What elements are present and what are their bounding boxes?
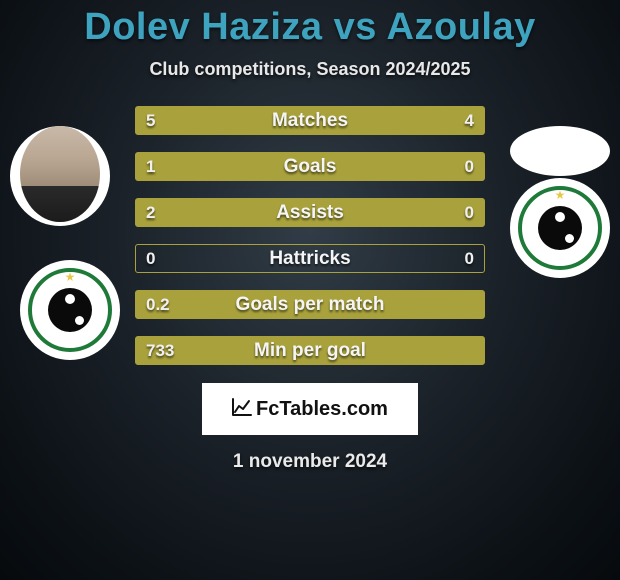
stat-row: 54Matches: [135, 106, 485, 135]
page-title: Dolev Haziza vs Azoulay: [84, 6, 535, 49]
brand-suffix: Tables.com: [279, 398, 388, 420]
stat-value-left: 2: [146, 203, 155, 223]
brand-prefix: Fc: [256, 398, 279, 420]
stat-value-left: 0: [146, 249, 155, 269]
date-label: 1 november 2024: [233, 451, 387, 473]
stat-row: 0 0Hattricks: [135, 244, 485, 273]
stat-label: Hattricks: [136, 248, 484, 270]
stat-row: 733Min per goal: [135, 336, 485, 365]
chart-icon: [232, 398, 252, 421]
stat-value-right: 0: [465, 249, 474, 269]
brand-badge: FcTables.com: [202, 383, 418, 435]
stat-value-right: 0: [465, 157, 474, 177]
stat-value-right: 4: [465, 111, 474, 131]
stat-bar-left-fill: [136, 153, 484, 180]
stat-row: 10Goals: [135, 152, 485, 181]
stats-bars: 54Matches10Goals20Assists00Hattricks0.2G…: [0, 106, 620, 365]
stat-value-left: 5: [146, 111, 155, 131]
stat-bar-left-fill: [136, 199, 484, 226]
brand-text: FcTables.com: [256, 398, 388, 421]
stat-row: 20Assists: [135, 198, 485, 227]
stat-bar-left-fill: [136, 337, 484, 364]
stat-row: 0.2Goals per match: [135, 290, 485, 319]
stat-value-left: 0.2: [146, 295, 170, 315]
stat-bar-right-fill: [331, 107, 484, 134]
subtitle: Club competitions, Season 2024/2025: [149, 59, 470, 80]
stat-value-left: 1: [146, 157, 155, 177]
comparison-card: Dolev Haziza vs Azoulay Club competition…: [0, 0, 620, 580]
stat-value-right: 0: [465, 203, 474, 223]
stat-value-left: 733: [146, 341, 174, 361]
stat-bar-left-fill: [136, 107, 331, 134]
stat-bar-left-fill: [136, 291, 484, 318]
